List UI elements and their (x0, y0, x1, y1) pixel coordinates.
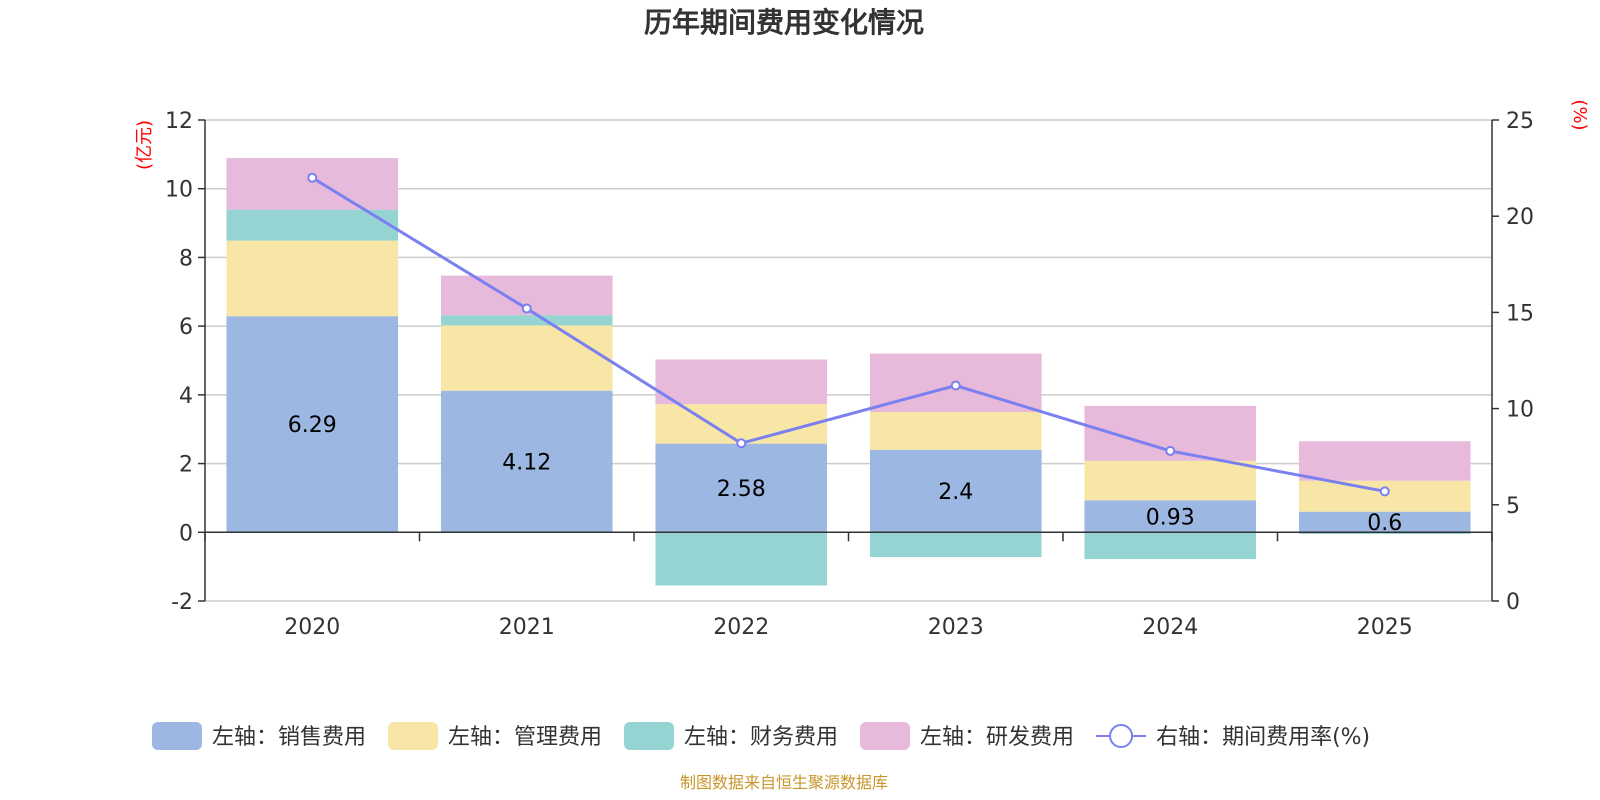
legend-marker (1109, 724, 1134, 748)
right-tick-label: 20 (1506, 205, 1534, 230)
bar-admin-2024 (1084, 460, 1257, 501)
right-tick-label: 10 (1506, 398, 1534, 423)
bar-finance-2021 (440, 315, 613, 326)
rate-point-2022 (736, 438, 747, 449)
bar-rd-2025 (1298, 441, 1471, 481)
x-tick-label-2025: 2025 (1357, 615, 1413, 640)
legend-swatch (388, 722, 439, 750)
data-label-sales-2023: 2.4 (938, 480, 973, 505)
data-label-sales-2021: 4.12 (502, 451, 551, 476)
rate-point-2025 (1379, 486, 1390, 497)
x-tick-label-2020: 2020 (284, 615, 340, 640)
right-tick-label: 25 (1506, 109, 1534, 134)
x-tick-label-2022: 2022 (713, 615, 769, 640)
data-labels-layer: 6.294.122.58 2.40.93 0.6 (288, 413, 1402, 536)
legend-item-rd[interactable]: 左轴：研发费用 (860, 722, 1074, 750)
left-axis-unit: (亿元) (134, 120, 155, 170)
bar-finance-2023 (869, 532, 1042, 558)
bar-sales-2020 (226, 316, 399, 533)
bar-finance-2024 (1084, 532, 1257, 560)
rate-point-2020 (307, 172, 318, 183)
legend-label: 左轴：管理费用 (448, 725, 602, 750)
bar-sales-2022 (655, 443, 828, 533)
rate-point-2023 (950, 380, 961, 391)
right-tick-label: 5 (1506, 494, 1520, 519)
data-label-sales-2024: 0.93 (1146, 505, 1195, 530)
legend-swatch (624, 722, 675, 750)
grid-layer (205, 119, 1492, 602)
legend-label: 右轴：期间费用率(%) (1156, 725, 1370, 750)
legend-label: 左轴：销售费用 (212, 725, 366, 750)
left-tick-label: 6 (179, 315, 193, 340)
bar-admin-2023 (869, 412, 1042, 450)
bar-sales-2025 (1298, 511, 1471, 533)
bar-admin-2022 (655, 404, 828, 444)
legend-item-sales[interactable]: 左轴：销售费用 (152, 722, 366, 750)
x-tick-label-2024: 2024 (1142, 615, 1198, 640)
left-tick-label: -2 (171, 590, 193, 615)
bar-finance-2020 (226, 209, 399, 241)
right-tick-label: 0 (1506, 590, 1520, 615)
bar-finance-2025 (1298, 532, 1471, 535)
legend-item-finance[interactable]: 左轴：财务费用 (624, 722, 838, 750)
data-label-sales-2022: 2.58 (717, 477, 766, 502)
bar-sales-2023 (869, 449, 1042, 533)
left-tick-label: 2 (179, 453, 193, 478)
left-tick-label: 0 (179, 521, 193, 546)
left-tick-label: 12 (165, 109, 193, 134)
chart-title: 历年期间费用变化情况 (644, 6, 924, 39)
x-tick-label-2023: 2023 (928, 615, 984, 640)
bar-rd-2020 (226, 158, 399, 210)
left-tick-label: 10 (165, 178, 193, 203)
legend: 左轴：销售费用 左轴：管理费用 左轴：财务费用 左轴：研发费用 右轴：期间费用率(%) (152, 722, 1370, 750)
bar-admin-2021 (440, 325, 613, 391)
bar-finance-2022 (655, 532, 828, 586)
left-tick-label: 8 (179, 246, 193, 271)
rate-line (311, 176, 1386, 493)
right-tick-label: 15 (1506, 301, 1534, 326)
rate-point-2021 (521, 303, 532, 314)
legend-swatch (152, 722, 202, 750)
bar-admin-2020 (226, 240, 399, 317)
bar-rd-2022 (655, 359, 828, 405)
data-source-note: 制图数据来自恒生聚源数据库 (680, 773, 888, 792)
bar-sales-2024 (1084, 500, 1257, 533)
x-tick-label-2021: 2021 (499, 615, 555, 640)
rate-point-2024 (1165, 445, 1176, 456)
data-label-sales-2020: 6.29 (288, 413, 337, 438)
right-axis-unit: (%) (1569, 99, 1590, 130)
legend-label: 左轴：研发费用 (920, 725, 1074, 750)
legend-swatch (860, 722, 911, 750)
bar-sales-2021 (440, 390, 613, 533)
legend-item-admin[interactable]: 左轴：管理费用 (388, 722, 602, 750)
left-tick-label: 4 (179, 384, 193, 409)
bars-layer (226, 158, 1471, 586)
rate-line-layer (307, 172, 1390, 497)
legend-item-line[interactable]: 右轴：期间费用率(%) (1096, 724, 1370, 750)
legend-label: 左轴：财务费用 (684, 725, 838, 750)
